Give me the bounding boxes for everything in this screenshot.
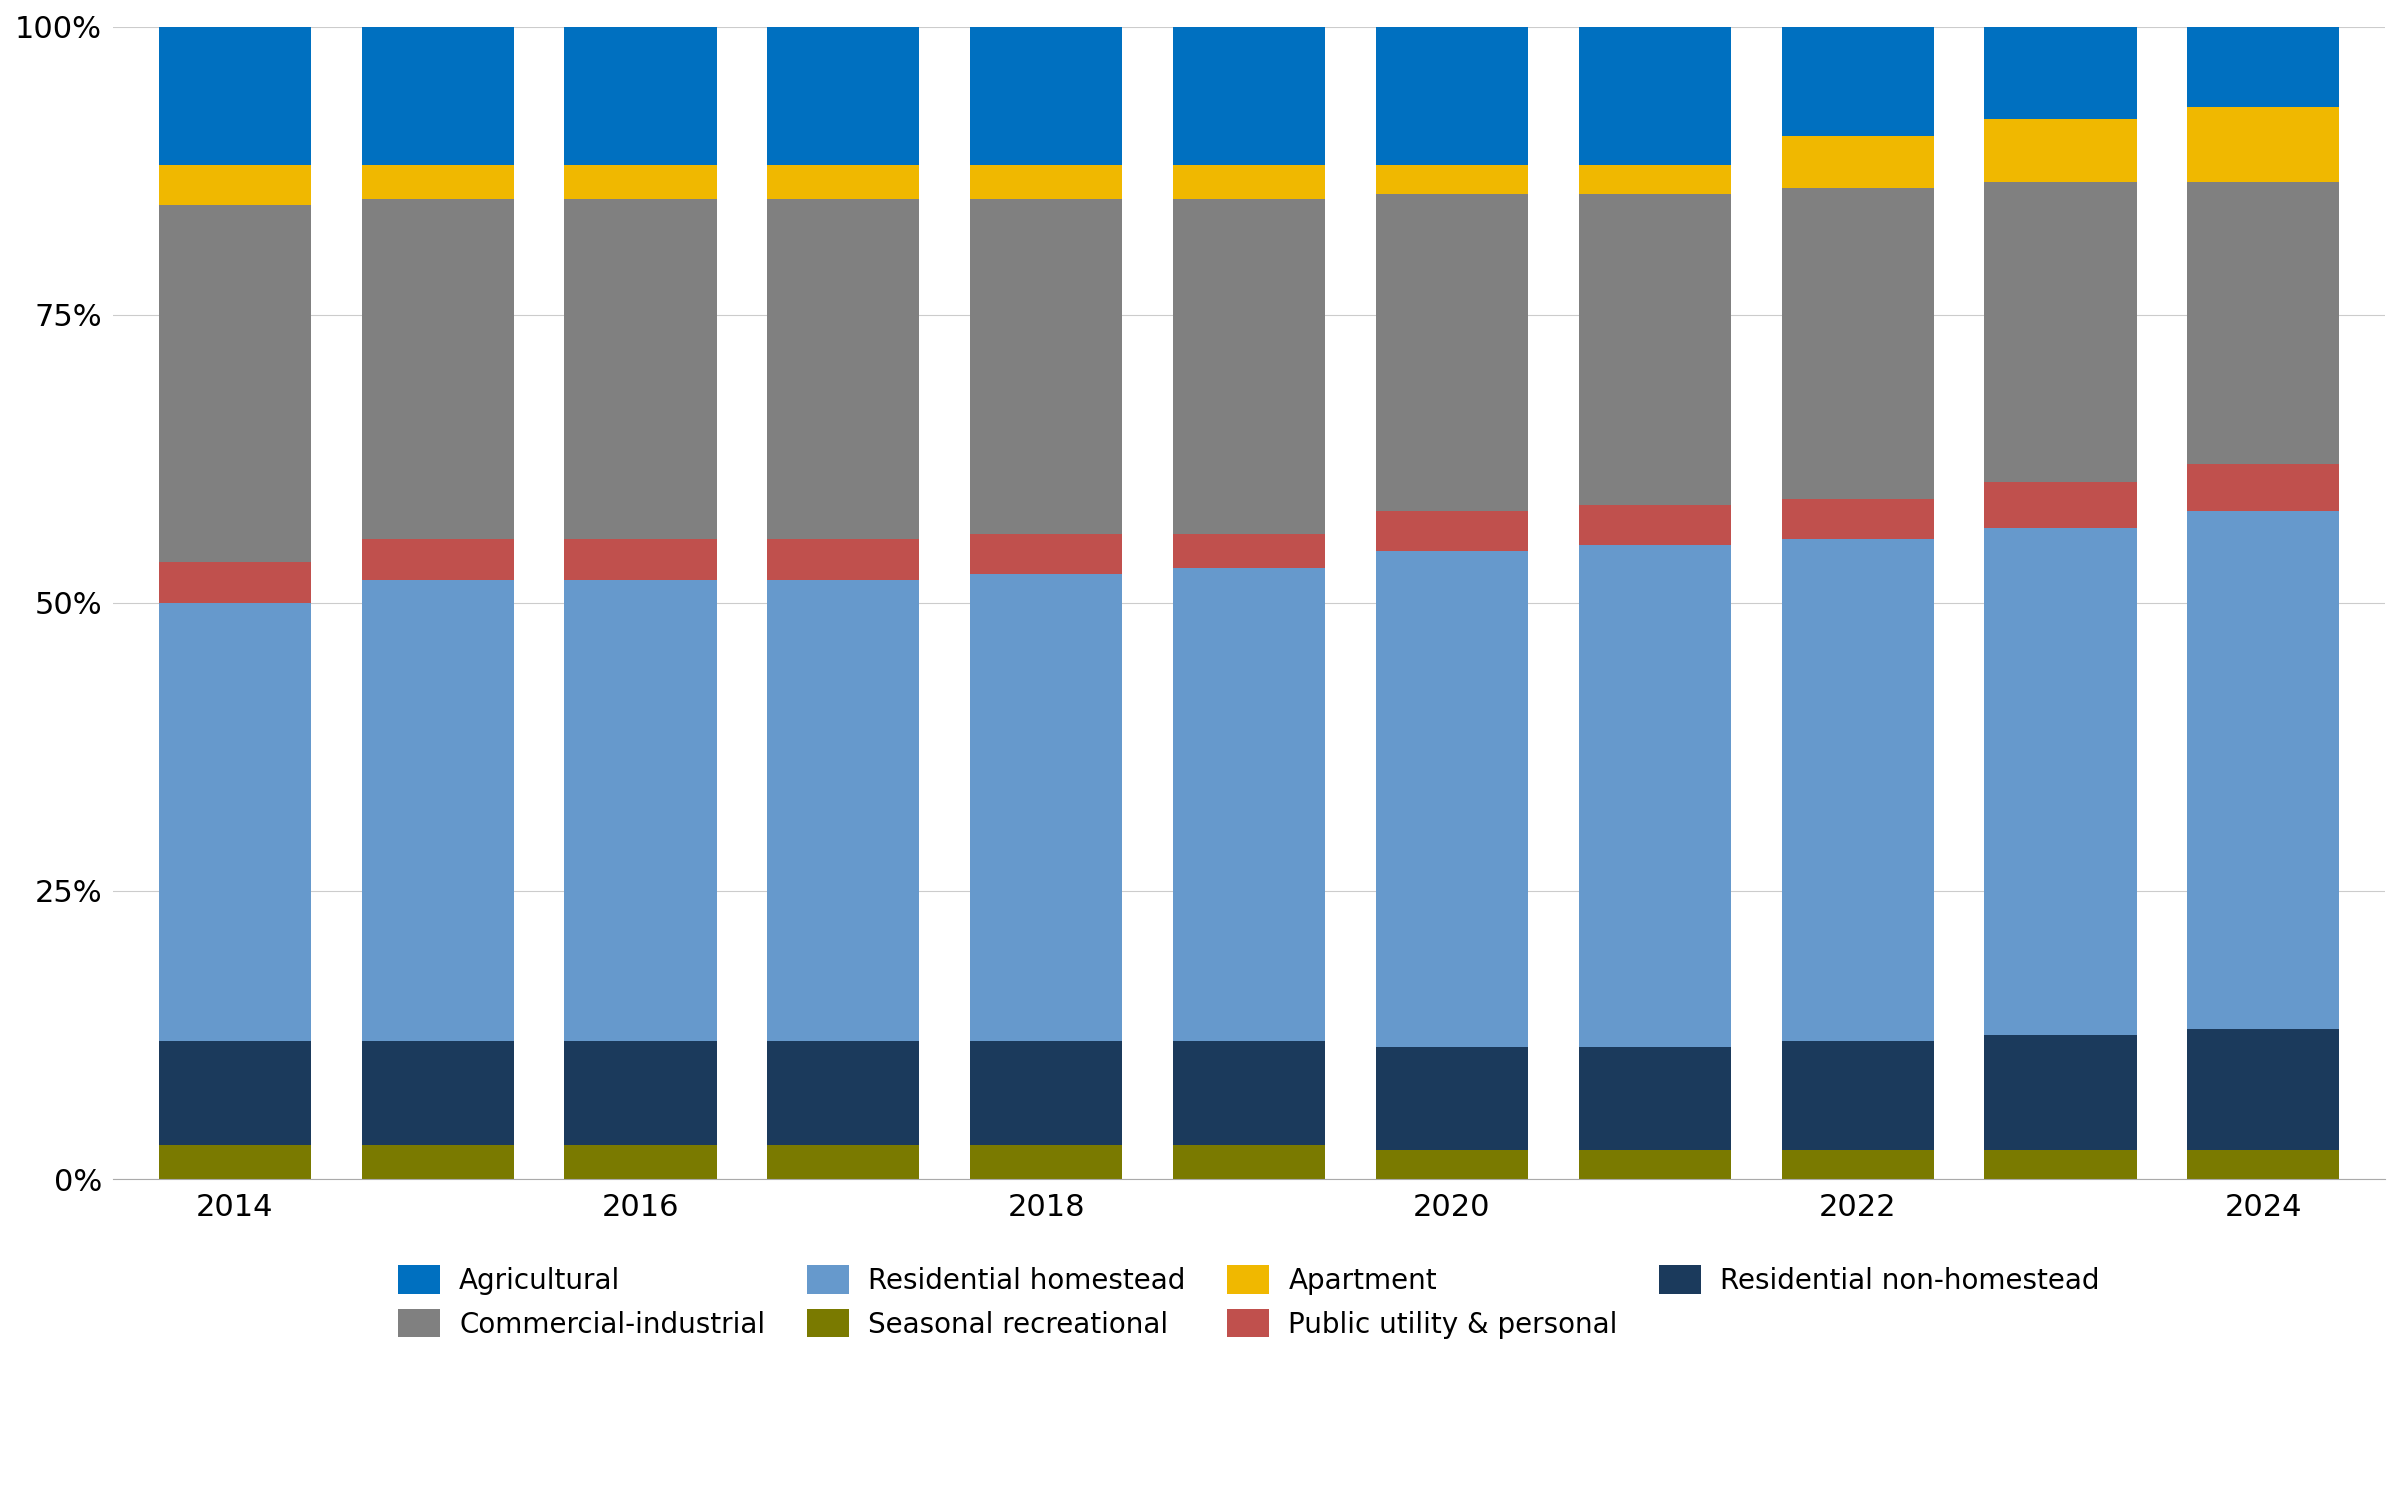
- Bar: [768, 1144, 919, 1179]
- Bar: [158, 165, 312, 206]
- Bar: [1174, 165, 1325, 200]
- Bar: [362, 1144, 514, 1179]
- Bar: [1174, 568, 1325, 1041]
- Bar: [1579, 1150, 1730, 1179]
- Bar: [970, 1041, 1123, 1144]
- Bar: [362, 579, 514, 1041]
- Bar: [1781, 27, 1934, 136]
- Bar: [362, 540, 514, 579]
- Bar: [1174, 27, 1325, 165]
- Bar: [2186, 465, 2340, 510]
- Bar: [1579, 506, 1730, 544]
- Bar: [1781, 1041, 1934, 1150]
- Bar: [2186, 182, 2340, 465]
- Bar: [970, 200, 1123, 534]
- Bar: [1985, 27, 2136, 118]
- Bar: [1174, 1041, 1325, 1144]
- Bar: [564, 1041, 718, 1144]
- Bar: [1174, 200, 1325, 534]
- Bar: [1375, 1047, 1529, 1150]
- Bar: [1985, 528, 2136, 1035]
- Bar: [2186, 106, 2340, 182]
- Bar: [564, 165, 718, 200]
- Bar: [768, 1041, 919, 1144]
- Bar: [362, 200, 514, 540]
- Bar: [2186, 27, 2340, 106]
- Bar: [1174, 1144, 1325, 1179]
- Bar: [970, 27, 1123, 165]
- Bar: [1375, 194, 1529, 510]
- Bar: [1985, 482, 2136, 528]
- Bar: [1579, 165, 1730, 194]
- Bar: [1985, 1035, 2136, 1150]
- Bar: [970, 574, 1123, 1041]
- Bar: [158, 1041, 312, 1144]
- Bar: [158, 1144, 312, 1179]
- Bar: [1985, 182, 2136, 482]
- Bar: [1579, 544, 1730, 1047]
- Bar: [970, 1144, 1123, 1179]
- Bar: [768, 27, 919, 165]
- Bar: [970, 165, 1123, 200]
- Bar: [2186, 510, 2340, 1029]
- Bar: [362, 27, 514, 165]
- Bar: [362, 165, 514, 200]
- Bar: [1781, 540, 1934, 1041]
- Bar: [564, 540, 718, 579]
- Bar: [1375, 1150, 1529, 1179]
- Bar: [1579, 27, 1730, 165]
- Bar: [970, 534, 1123, 574]
- Legend: Agricultural, Commercial-industrial, Residential homestead, Seasonal recreationa: Agricultural, Commercial-industrial, Res…: [386, 1254, 2112, 1350]
- Bar: [1781, 188, 1934, 500]
- Bar: [1781, 1150, 1934, 1179]
- Bar: [158, 603, 312, 1041]
- Bar: [2186, 1029, 2340, 1150]
- Bar: [158, 562, 312, 603]
- Bar: [1375, 165, 1529, 194]
- Bar: [1375, 550, 1529, 1047]
- Bar: [564, 27, 718, 165]
- Bar: [564, 579, 718, 1041]
- Bar: [768, 200, 919, 540]
- Bar: [1579, 1047, 1730, 1150]
- Bar: [768, 540, 919, 579]
- Bar: [1781, 500, 1934, 540]
- Bar: [2186, 1150, 2340, 1179]
- Bar: [564, 200, 718, 540]
- Bar: [1579, 194, 1730, 506]
- Bar: [1985, 1150, 2136, 1179]
- Bar: [362, 1041, 514, 1144]
- Bar: [158, 27, 312, 165]
- Bar: [1375, 27, 1529, 165]
- Bar: [1375, 510, 1529, 550]
- Bar: [1985, 118, 2136, 182]
- Bar: [1174, 534, 1325, 568]
- Bar: [158, 206, 312, 562]
- Bar: [768, 165, 919, 200]
- Bar: [768, 579, 919, 1041]
- Bar: [564, 1144, 718, 1179]
- Bar: [1781, 136, 1934, 188]
